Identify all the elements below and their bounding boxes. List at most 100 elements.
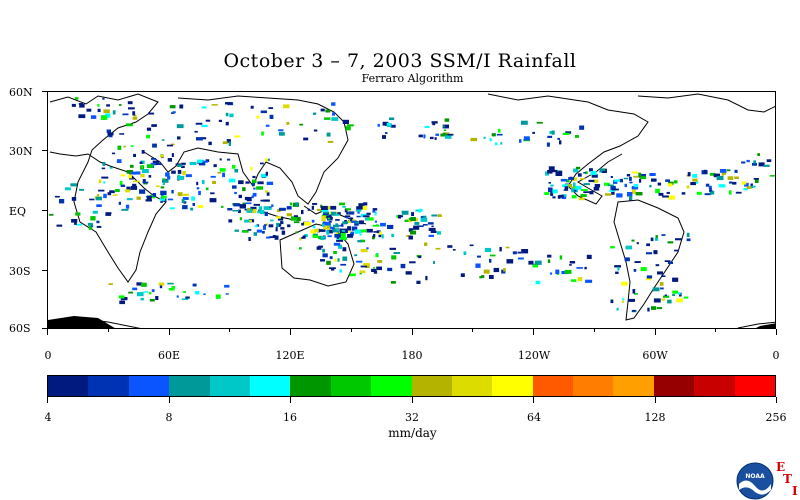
rain-cell (260, 199, 265, 202)
rain-cell (339, 228, 342, 232)
rain-cell (481, 275, 485, 279)
color-swatch (169, 376, 210, 396)
rain-cell (102, 161, 106, 166)
rain-cell (160, 201, 163, 203)
rain-cell (196, 137, 203, 141)
rain-cell (146, 164, 153, 169)
rain-cell (103, 193, 107, 199)
rain-cell (363, 263, 371, 266)
rain-cell (265, 190, 269, 193)
rain-cell (333, 251, 337, 254)
rain-cell (743, 188, 748, 191)
rain-cell (417, 225, 424, 227)
rain-cell (418, 210, 421, 213)
rain-cell (646, 277, 652, 281)
rain-cell (234, 168, 239, 173)
rain-cell (176, 295, 179, 298)
rain-cell (71, 219, 78, 223)
rain-cell (160, 186, 165, 189)
rain-cell (195, 291, 200, 295)
rain-cell (132, 116, 138, 120)
rain-cell (557, 137, 560, 140)
rain-cell (325, 214, 332, 219)
rain-cell (346, 124, 354, 127)
rain-cell (342, 119, 349, 124)
rain-cell (373, 234, 376, 238)
rain-cell (355, 221, 362, 224)
rain-cell (584, 266, 587, 270)
rain-cell (635, 192, 643, 196)
rain-cell (326, 218, 333, 221)
rain-cell (577, 173, 582, 177)
rain-cell (656, 307, 663, 310)
rain-cell (348, 231, 351, 233)
rain-cell (569, 261, 576, 264)
rain-cell (101, 167, 106, 170)
rain-cell (310, 229, 316, 234)
rain-cell (74, 97, 79, 100)
rain-cell (496, 133, 503, 136)
rain-cell (133, 153, 136, 157)
rain-cell (363, 202, 368, 206)
rain-cell (266, 181, 274, 185)
rain-cell (512, 251, 517, 255)
rain-cell (286, 122, 290, 125)
rain-cell (645, 252, 653, 255)
rain-cell (327, 235, 332, 238)
rain-cell (422, 224, 428, 226)
lat-label-60n: 60N (9, 86, 33, 99)
rain-cell (320, 108, 325, 112)
rain-cell (201, 179, 205, 185)
rain-cell (307, 208, 310, 211)
rain-cell (151, 289, 155, 293)
rain-cell (171, 286, 176, 289)
rain-cell (631, 189, 636, 194)
rain-cell (517, 257, 524, 260)
rainfall-map (47, 91, 776, 329)
rain-cell (386, 125, 392, 128)
rain-cell (437, 214, 442, 217)
rain-cell (244, 208, 249, 211)
rain-cell (416, 280, 421, 284)
rain-cell (190, 207, 194, 211)
rain-cell (650, 237, 654, 242)
rainfall-cells (49, 97, 775, 313)
rain-cell (238, 194, 242, 199)
rain-cell (604, 182, 610, 186)
axis-tick (42, 150, 47, 151)
rain-cell (390, 281, 396, 284)
rain-cell (333, 242, 341, 246)
rain-cell (418, 208, 423, 212)
rain-cell (265, 171, 268, 176)
rain-cell (322, 223, 328, 225)
rain-cell (734, 176, 739, 179)
rain-cell (160, 190, 167, 195)
color-swatch (249, 376, 291, 396)
rain-cell (664, 294, 667, 297)
rain-cell (517, 251, 522, 254)
rain-cell (410, 230, 417, 235)
rain-cell (269, 206, 272, 209)
rain-cell (195, 122, 203, 125)
rain-cell (158, 282, 165, 286)
rain-cell (631, 171, 639, 174)
rain-cell (752, 162, 757, 166)
rain-cell (447, 133, 454, 136)
rain-cell (277, 209, 281, 213)
rain-cell (379, 231, 382, 236)
rain-cell (660, 287, 664, 290)
rain-cell (442, 125, 445, 128)
rain-cell (617, 267, 620, 271)
rain-cell (382, 135, 386, 139)
rain-cell (686, 238, 691, 242)
rain-cell (181, 162, 186, 165)
rain-cell (578, 197, 585, 201)
rain-cell (103, 109, 110, 113)
rain-cell (168, 288, 175, 291)
rain-cell (318, 245, 323, 248)
color-swatch (411, 376, 452, 396)
rain-cell (626, 174, 631, 177)
rain-cell (622, 298, 625, 301)
rain-cell (271, 204, 274, 207)
axis-tick (655, 397, 656, 403)
